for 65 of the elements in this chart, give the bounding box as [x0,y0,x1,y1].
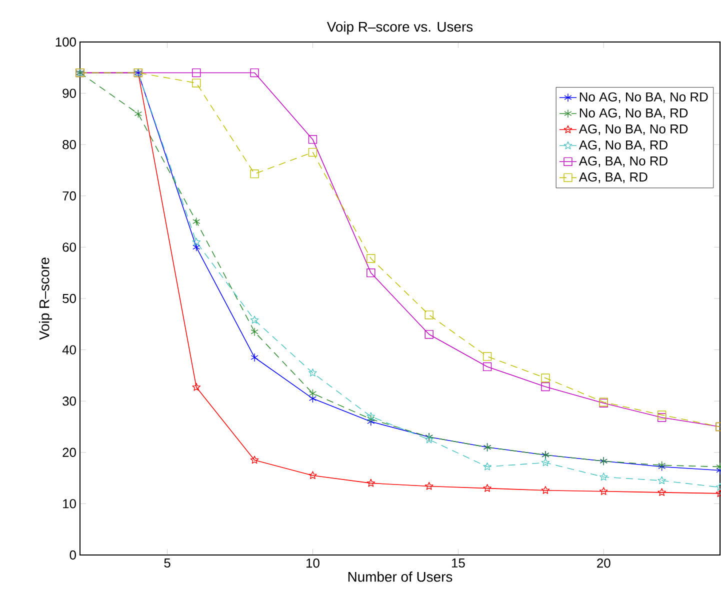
point [600,487,608,495]
point [308,148,318,157]
legend-label: AG, BA, No RD [578,156,668,168]
point [366,254,376,263]
point [308,368,317,376]
x-tick-label: 5 [164,558,170,568]
point [483,462,492,470]
y-tick-label: 80 [62,140,76,150]
point [308,135,318,144]
point [541,374,550,382]
point [250,170,259,178]
point [424,435,434,444]
y-tick-label: 60 [62,242,76,252]
point [658,488,666,496]
y-tick-label: 10 [63,499,76,508]
point [367,414,375,424]
point [192,217,200,226]
point [250,68,259,78]
point [192,68,201,78]
point [134,109,142,118]
legend-label: AG, No BA, RD [578,140,668,152]
point [600,472,608,481]
point [424,482,434,490]
point [192,382,201,391]
point [657,410,666,420]
point [366,268,376,278]
chart-title: Voip R–score vs. Users [326,21,473,34]
point [308,389,317,398]
point [366,412,376,420]
point [192,78,201,88]
legend-label: No AG, No BA, No RD [580,92,708,104]
y-tick-label: 30 [62,396,76,406]
y-tick-label: 20 [62,448,76,457]
legend-label: AG, No BA, No RD [578,124,688,136]
point [541,382,550,392]
legend-label: AG, BA, RD [578,172,648,184]
point [366,478,376,487]
point [250,456,259,464]
y-tick-label: 90 [62,88,76,98]
point [308,471,317,480]
y-tick-label: 100 [56,37,76,47]
point [424,310,434,320]
point [482,362,492,372]
x-tick-label: 15 [452,558,465,568]
y-tick-label: 50 [62,294,76,304]
point [483,484,492,492]
y-tick-label: 70 [62,191,76,200]
x-axis-title: Number of Users [348,572,452,582]
y-tick-label: 0 [70,550,76,560]
point [541,458,550,466]
x-tick-label: 10 [306,558,320,568]
point [424,330,434,339]
point [308,394,317,403]
point [192,242,200,252]
y-axis-title: Voip R–score [39,258,52,340]
point [250,353,258,362]
point [192,238,201,246]
y-tick-label: 40 [62,345,76,354]
x-tick-label: 20 [597,558,610,568]
point [250,328,258,336]
point [541,486,550,494]
point [250,316,259,324]
point [482,352,492,361]
legend-label: No AG, No BA, RD [580,108,688,120]
point [658,476,666,484]
